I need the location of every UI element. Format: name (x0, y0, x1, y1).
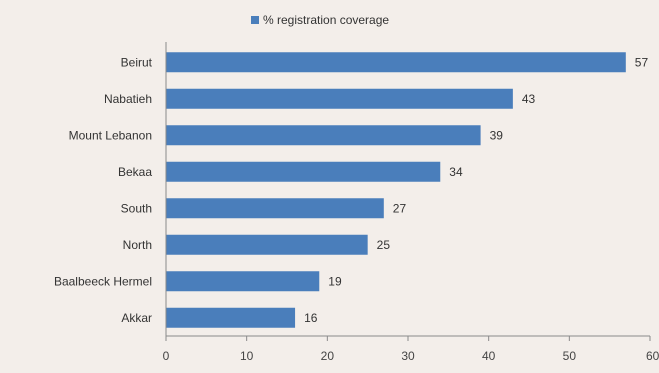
legend: % registration coverage (251, 13, 389, 27)
x-tick-label: 40 (482, 349, 496, 363)
category-label: North (123, 238, 152, 252)
bar (166, 161, 441, 182)
data-label: 39 (490, 128, 504, 142)
x-tick-label: 60 (646, 349, 659, 363)
bar (166, 234, 368, 255)
data-label: 27 (393, 201, 407, 215)
data-labels: 57 43 39 34 27 25 19 16 (304, 55, 648, 325)
category-label: Beirut (121, 55, 153, 69)
bar (166, 307, 296, 328)
x-tick-label: 0 (163, 349, 170, 363)
data-label: 16 (304, 311, 318, 325)
x-tick-label: 50 (563, 349, 577, 363)
data-label: 57 (635, 55, 649, 69)
bar (166, 52, 626, 73)
category-label: Akkar (121, 311, 152, 325)
data-label: 19 (328, 274, 342, 288)
bar (166, 125, 481, 146)
category-label: South (121, 201, 152, 215)
legend-label: % registration coverage (263, 13, 389, 27)
x-axis-ticks: 0 10 20 30 40 50 60 (163, 336, 659, 363)
legend-swatch (251, 16, 259, 24)
bar (166, 198, 384, 219)
x-tick-label: 10 (240, 349, 254, 363)
data-label: 25 (377, 238, 391, 252)
bar (166, 88, 513, 109)
x-tick-label: 20 (321, 349, 335, 363)
category-label: Nabatieh (104, 92, 152, 106)
category-label: Mount Lebanon (69, 128, 152, 142)
category-labels: Beirut Nabatieh Mount Lebanon Bekaa South Nor… (54, 55, 153, 325)
x-tick-label: 30 (401, 349, 415, 363)
category-label: Bekaa (118, 165, 152, 179)
data-label: 34 (449, 165, 463, 179)
data-label: 43 (522, 92, 536, 106)
category-label: Baalbeeck Hermel (54, 274, 152, 288)
bars (166, 52, 626, 328)
bar (166, 271, 320, 292)
